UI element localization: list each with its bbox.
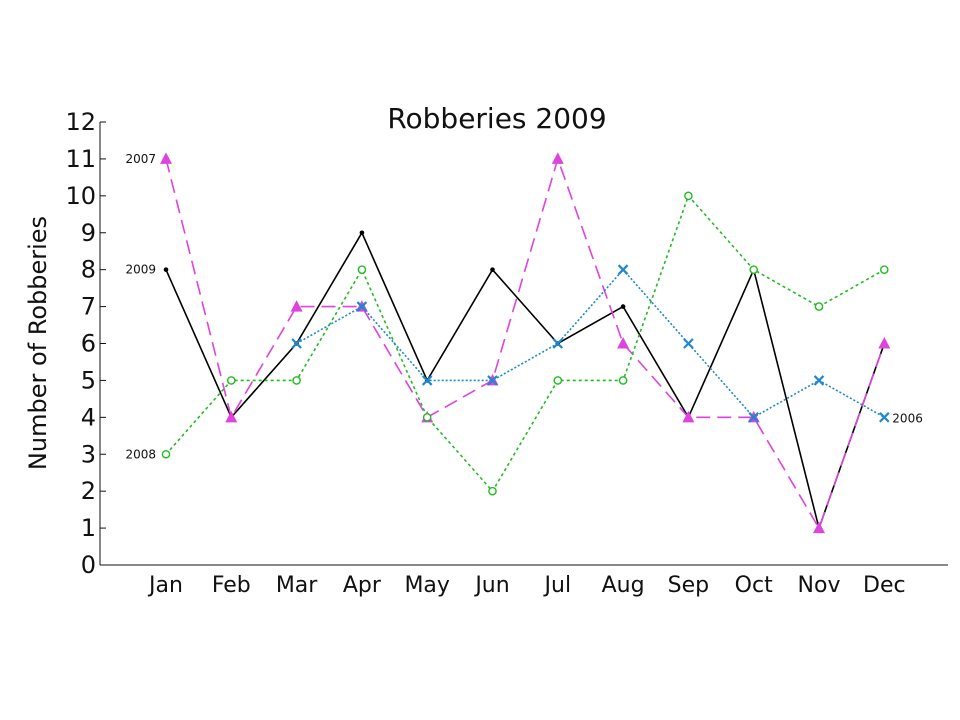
data-point-2008 <box>618 376 628 385</box>
x-tick-label: Sep <box>668 573 709 598</box>
data-point-2008 <box>814 302 824 311</box>
y-tick-label: 6 <box>81 330 96 358</box>
x-tick-label: Feb <box>212 573 251 598</box>
data-point-2006 <box>552 338 564 349</box>
x-tick-group: Jan Feb Mar Apr May Jun Jul Aug Sep Oct Nov Dec <box>147 573 906 598</box>
x-tick-label: Jun <box>473 573 509 598</box>
data-point-2008 <box>161 449 171 459</box>
series-line-2008 <box>165 194 885 493</box>
x-tick-label: Nov <box>798 573 841 598</box>
data-point-2006 <box>487 375 498 386</box>
x-tick-label: Mar <box>276 573 318 598</box>
data-point-2006 <box>683 338 694 349</box>
y-tick-label: 11 <box>65 145 96 173</box>
data-point-2006 <box>813 375 825 386</box>
data-point-2007 <box>617 337 630 349</box>
x-tick-label: Jul <box>543 573 572 598</box>
y-tick-label: 7 <box>81 293 96 321</box>
data-point-2006 <box>356 301 368 312</box>
series-lines <box>165 156 886 531</box>
x-tick-label: Dec <box>863 573 906 598</box>
y-tick-label: 3 <box>81 440 96 468</box>
x-tick-label: Apr <box>343 573 382 598</box>
data-point-2008 <box>292 376 301 385</box>
data-point-2008 <box>422 413 432 422</box>
data-point-2009 <box>359 230 365 236</box>
data-point-2007 <box>551 152 564 164</box>
y-tick-label: 0 <box>81 551 96 579</box>
data-point-2008 <box>684 191 693 201</box>
x-tick-label: May <box>404 573 449 598</box>
x-tick-label: Aug <box>602 573 645 598</box>
series-label-2006: 2006 <box>892 411 923 425</box>
data-point-2006 <box>748 412 759 423</box>
series-line-2009 <box>165 231 886 531</box>
x-tick-label: Oct <box>735 573 773 598</box>
data-point-2006 <box>879 412 890 423</box>
y-tick-label: 5 <box>81 366 96 394</box>
data-point-2007 <box>813 521 825 534</box>
data-point-2008 <box>749 265 759 274</box>
data-point-2007 <box>290 300 303 312</box>
data-point-2006 <box>291 338 302 349</box>
y-tick-label: 9 <box>81 219 96 247</box>
series-markers <box>160 152 891 534</box>
series-line-2007 <box>165 156 886 530</box>
data-point-2008 <box>553 376 563 385</box>
y-tick-label: 4 <box>81 403 96 431</box>
y-tick-label: 1 <box>81 514 96 542</box>
x-tick-label: Jan <box>147 573 183 598</box>
series-label-2007: 2007 <box>125 152 156 166</box>
series-label-2009: 2009 <box>125 263 156 277</box>
data-point-2008 <box>488 486 497 496</box>
y-tick-label: 2 <box>81 477 96 505</box>
data-point-2007 <box>225 410 238 423</box>
data-point-2006 <box>421 375 433 386</box>
chart-title: Robberies 2009 <box>387 102 606 135</box>
data-point-2009 <box>163 267 169 272</box>
y-tick-label: 12 <box>65 108 96 136</box>
y-tick-label: 8 <box>81 256 96 284</box>
series-label-2008: 2008 <box>125 447 156 461</box>
data-point-2008 <box>226 376 236 385</box>
series-line-2006 <box>296 268 885 419</box>
data-point-2008 <box>357 265 367 274</box>
data-point-2007 <box>160 152 172 164</box>
y-tick-label: 10 <box>65 182 96 210</box>
data-point-2008 <box>880 265 889 274</box>
series-labels: 2009 2007 2008 2006 <box>125 152 922 461</box>
data-point-2007 <box>878 337 891 349</box>
data-point-2009 <box>620 304 626 309</box>
y-axis-label: Number of Robberies <box>24 216 52 470</box>
data-point-2007 <box>682 410 695 423</box>
data-point-2009 <box>490 267 495 272</box>
data-point-2006 <box>617 264 629 275</box>
